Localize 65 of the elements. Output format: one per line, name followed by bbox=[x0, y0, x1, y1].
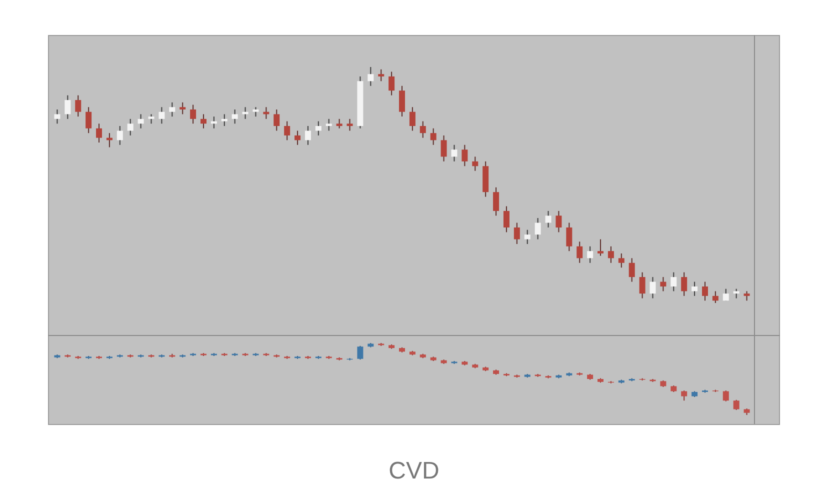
candlestick bbox=[420, 120, 426, 138]
candlestick bbox=[702, 281, 708, 302]
candlestick bbox=[169, 102, 176, 118]
candlestick bbox=[336, 118, 342, 129]
candlestick bbox=[670, 272, 677, 292]
candlestick bbox=[681, 272, 688, 296]
candlestick bbox=[158, 106, 165, 124]
candlestick bbox=[534, 218, 541, 240]
candlestick bbox=[190, 104, 196, 124]
candlestick bbox=[378, 68, 384, 82]
candlestick bbox=[315, 120, 322, 136]
text: CVD bbox=[388, 458, 440, 484]
candlestick bbox=[639, 272, 646, 299]
candlestick bbox=[200, 114, 206, 129]
candlestick bbox=[284, 120, 290, 141]
candlestick bbox=[127, 118, 134, 136]
candlestick bbox=[566, 222, 572, 252]
candlestick bbox=[608, 246, 614, 264]
candlestick bbox=[430, 128, 436, 146]
candlestick bbox=[221, 114, 228, 126]
candlestick bbox=[524, 229, 530, 244]
candlestick bbox=[733, 288, 740, 299]
candlestick bbox=[503, 206, 510, 233]
candlestick bbox=[556, 210, 562, 233]
candlestick bbox=[587, 246, 594, 264]
candlestick bbox=[744, 290, 750, 302]
candlestick bbox=[388, 71, 395, 96]
candlestick bbox=[733, 399, 740, 410]
candlestick bbox=[75, 94, 82, 118]
candlestick bbox=[545, 210, 552, 228]
candlestick bbox=[138, 114, 144, 129]
candlestick bbox=[514, 222, 520, 244]
candlestick bbox=[409, 106, 416, 132]
candlestick bbox=[628, 258, 635, 282]
candlestick bbox=[274, 108, 280, 132]
candlestick bbox=[346, 118, 353, 132]
candlestick bbox=[326, 118, 332, 132]
candlestick bbox=[357, 345, 364, 360]
candlestick bbox=[472, 156, 478, 172]
candlestick bbox=[96, 123, 102, 144]
candlestick bbox=[54, 108, 60, 124]
candlestick bbox=[618, 252, 624, 268]
candlestick bbox=[576, 241, 583, 264]
candlestick bbox=[681, 390, 688, 402]
candlestick bbox=[451, 144, 458, 162]
candlestick bbox=[660, 276, 666, 292]
candlestick bbox=[368, 66, 374, 86]
candlestick bbox=[252, 106, 259, 118]
candlestick bbox=[399, 85, 405, 118]
candlestick bbox=[232, 108, 238, 124]
candlestick bbox=[650, 276, 656, 299]
candlestick bbox=[64, 94, 71, 120]
candlestick bbox=[180, 102, 186, 115]
candlestick bbox=[148, 114, 154, 124]
candlestick bbox=[722, 390, 729, 402]
candlestick bbox=[462, 144, 468, 167]
candlestick bbox=[712, 290, 718, 304]
candlestick bbox=[86, 106, 92, 134]
candlestick bbox=[294, 130, 301, 146]
candlestick bbox=[440, 134, 447, 162]
candlestick bbox=[598, 238, 604, 256]
candlestick bbox=[692, 281, 698, 296]
candlestick bbox=[493, 186, 500, 216]
candlestick bbox=[304, 126, 311, 146]
candlestick bbox=[116, 126, 123, 146]
